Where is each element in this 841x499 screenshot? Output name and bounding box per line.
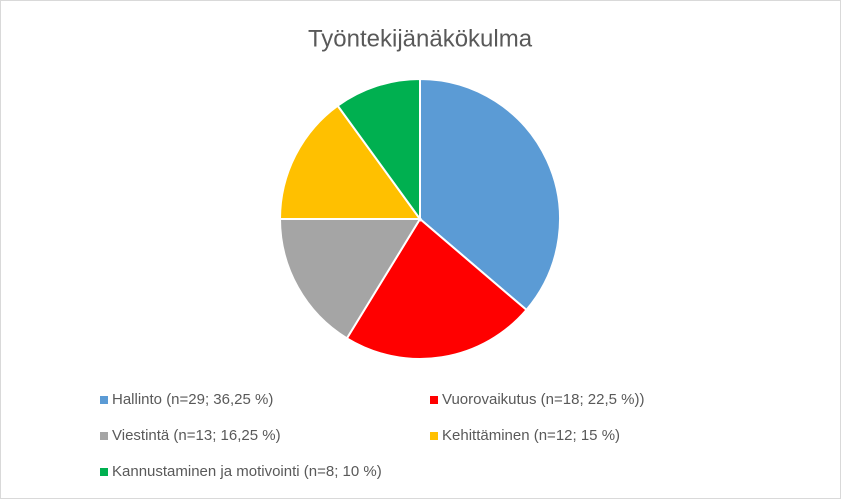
legend-swatch bbox=[100, 432, 108, 440]
chart-title: Työntekijänäkökulma bbox=[308, 25, 533, 52]
pie-slice bbox=[419, 77, 561, 312]
pie-slice bbox=[345, 217, 528, 360]
legend-swatch bbox=[430, 396, 438, 404]
legend-swatch bbox=[100, 396, 108, 404]
pie-slice bbox=[278, 218, 422, 340]
legend-label: Viestintä (n=13; 16,25 %) bbox=[112, 427, 281, 444]
legend-label: Vuorovaikutus (n=18; 22,5 %)) bbox=[442, 391, 644, 408]
legend-label: Hallinto (n=29; 36,25 %) bbox=[112, 391, 273, 408]
legend-label: Kannustaminen ja motivointi (n=8; 10 %) bbox=[112, 463, 382, 480]
legend-swatch bbox=[100, 468, 108, 476]
pie-slice bbox=[278, 104, 422, 220]
legend-swatch bbox=[430, 432, 438, 440]
legend-label: Kehittäminen (n=12; 15 %) bbox=[442, 427, 620, 444]
pie-slice bbox=[336, 77, 421, 223]
